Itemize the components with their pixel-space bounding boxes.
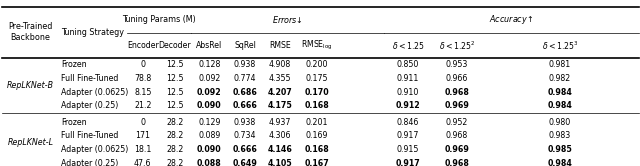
Text: Decoder: Decoder [159,41,191,50]
Text: Adapter (0.25): Adapter (0.25) [61,159,118,166]
Text: 47.6: 47.6 [134,159,152,166]
Text: 0.968: 0.968 [444,88,469,97]
Text: 0.980: 0.980 [549,118,571,127]
Text: 0.168: 0.168 [305,145,329,154]
Text: Tuning Strategy: Tuning Strategy [61,28,124,37]
Text: 0.168: 0.168 [305,101,329,110]
Text: 0.200: 0.200 [305,60,328,69]
Text: 28.2: 28.2 [166,159,184,166]
Text: 21.2: 21.2 [134,101,152,110]
Text: 0.938: 0.938 [234,60,256,69]
Text: 4.937: 4.937 [269,118,291,127]
Text: 4.146: 4.146 [268,145,292,154]
Text: 0.128: 0.128 [198,60,220,69]
Text: 0.938: 0.938 [234,118,256,127]
Text: 0.952: 0.952 [445,118,468,127]
Text: 0.201: 0.201 [305,118,328,127]
Text: RepLKNet-B: RepLKNet-B [7,81,54,90]
Text: 0.968: 0.968 [445,131,468,140]
Text: $\delta < 1.25$: $\delta < 1.25$ [392,40,424,51]
Text: 12.5: 12.5 [166,60,184,69]
Text: 0.968: 0.968 [444,159,469,166]
Text: 18.1: 18.1 [134,145,152,154]
Text: 12.5: 12.5 [166,74,184,83]
Text: 12.5: 12.5 [166,88,184,97]
Text: 0.917: 0.917 [397,131,419,140]
Text: 0.982: 0.982 [549,74,571,83]
Text: 78.8: 78.8 [134,74,151,83]
Text: RMSE: RMSE [269,41,291,50]
Text: Full Fine-Tuned: Full Fine-Tuned [61,131,119,140]
Text: 0.169: 0.169 [306,131,328,140]
Text: 171: 171 [135,131,150,140]
Text: 0.090: 0.090 [197,145,221,154]
Text: 0.915: 0.915 [397,145,419,154]
Text: 0.850: 0.850 [397,60,419,69]
Text: $\mathit{Errors}$↓: $\mathit{Errors}$↓ [272,14,303,25]
Text: 0.649: 0.649 [233,159,257,166]
Text: 0.092: 0.092 [197,88,221,97]
Text: 0.846: 0.846 [397,118,419,127]
Text: $\delta < 1.25^3$: $\delta < 1.25^3$ [542,40,578,52]
Text: 0.734: 0.734 [234,131,257,140]
Text: 28.2: 28.2 [166,118,184,127]
Text: Pre-Trained
Backbone: Pre-Trained Backbone [8,22,52,42]
Text: $\delta < 1.25^2$: $\delta < 1.25^2$ [438,40,475,52]
Text: Frozen: Frozen [61,118,87,127]
Text: 28.2: 28.2 [166,145,184,154]
Text: 0.969: 0.969 [444,145,469,154]
Text: 4.175: 4.175 [268,101,292,110]
Text: 0.167: 0.167 [305,159,329,166]
Text: 0.088: 0.088 [197,159,221,166]
Text: 0.969: 0.969 [444,101,469,110]
Text: 0.981: 0.981 [549,60,571,69]
Text: 4.207: 4.207 [268,88,292,97]
Text: Frozen: Frozen [61,60,87,69]
Text: 0.089: 0.089 [198,131,220,140]
Text: Adapter (0.0625): Adapter (0.0625) [61,145,129,154]
Text: 4.355: 4.355 [269,74,291,83]
Text: 0.984: 0.984 [548,101,572,110]
Text: 0: 0 [140,60,145,69]
Text: 12.5: 12.5 [166,101,184,110]
Text: 0.666: 0.666 [233,145,257,154]
Text: 0.912: 0.912 [396,101,420,110]
Text: 0.774: 0.774 [234,74,257,83]
Text: Adapter (0.25): Adapter (0.25) [61,101,118,110]
Text: $\mathit{Accuracy}$↑: $\mathit{Accuracy}$↑ [490,13,533,26]
Text: Full Fine-Tuned: Full Fine-Tuned [61,74,119,83]
Text: 28.2: 28.2 [166,131,184,140]
Text: 0.092: 0.092 [198,74,220,83]
Text: 0.983: 0.983 [549,131,571,140]
Text: 0.686: 0.686 [233,88,257,97]
Text: 0.170: 0.170 [305,88,329,97]
Text: RMSE$_{\rm log}$: RMSE$_{\rm log}$ [301,39,333,52]
Text: 0: 0 [140,118,145,127]
Text: 8.15: 8.15 [134,88,152,97]
Text: 0.129: 0.129 [198,118,220,127]
Text: 0.175: 0.175 [305,74,328,83]
Text: 4.908: 4.908 [269,60,291,69]
Text: 0.984: 0.984 [548,159,572,166]
Text: Encoder: Encoder [127,41,159,50]
Text: 0.985: 0.985 [548,145,572,154]
Text: 0.666: 0.666 [233,101,257,110]
Text: 0.910: 0.910 [397,88,419,97]
Text: 0.953: 0.953 [445,60,468,69]
Text: 0.917: 0.917 [396,159,420,166]
Text: 0.984: 0.984 [548,88,572,97]
Text: Tuning Params (M): Tuning Params (M) [122,15,196,24]
Text: 0.090: 0.090 [197,101,221,110]
Text: 0.911: 0.911 [397,74,419,83]
Text: 0.966: 0.966 [445,74,468,83]
Text: 4.105: 4.105 [268,159,292,166]
Text: 4.306: 4.306 [269,131,291,140]
Text: Adapter (0.0625): Adapter (0.0625) [61,88,129,97]
Text: AbsRel: AbsRel [196,41,223,50]
Text: RepLKNet-L: RepLKNet-L [8,138,53,147]
Text: SqRel: SqRel [234,41,256,50]
